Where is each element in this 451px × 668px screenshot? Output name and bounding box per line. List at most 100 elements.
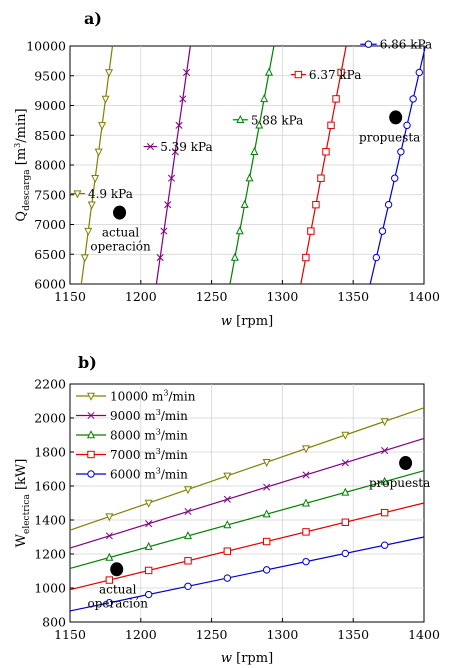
a-label-marker-4 (364, 40, 373, 48)
a-series-0-marker-7 (101, 95, 110, 104)
panel-a-y-ticks: 6000 6500 7000 7500 8000 8500 9000 9500 10000 (26, 39, 74, 292)
a-series-0-marker-1 (80, 254, 89, 263)
panel-a-x-ticks: 1150 1200 1250 1300 1350 1400 (54, 280, 440, 304)
b-series-line-0 (69, 407, 425, 531)
a-series-4-marker-2 (378, 227, 387, 235)
b-legend-text-4: 6000 m3/min (110, 467, 188, 482)
b-legend-text-3-sup: 3 (156, 447, 161, 456)
a-series-0-marker-6 (98, 122, 107, 131)
a-series-2-marker-6 (255, 120, 264, 129)
b-series-1-marker-2 (145, 520, 153, 528)
panel-a-y-unit-end: /min] (14, 108, 29, 142)
panel-a-y-sub: descarga (22, 169, 32, 211)
a-series-4-marker-1 (372, 253, 381, 262)
b-xtick-label-1250: 1250 (196, 627, 228, 642)
a-series-line-2 (229, 45, 275, 285)
b-series-4-marker-2 (144, 590, 153, 599)
b-series-4-marker-6 (302, 557, 310, 566)
b-ytick-label-1600: 1600 (34, 479, 66, 494)
b-point-label-1-line-0: propuesta (369, 476, 430, 490)
b-series-3-marker-6 (302, 528, 310, 536)
a-series-3-marker-6 (327, 121, 335, 130)
a-series-1-marker-8 (183, 68, 191, 76)
panel-a-series-labels: 4.9 kPa 5.39 kPa 5.88 kPa 6.37 kPa 6.86 kPa (70, 38, 432, 201)
panel-b-y-sub: electrica (22, 494, 32, 534)
b-legend-text-4-main: 6000 m (110, 468, 156, 482)
panel-a-operating-points: actual operación propuesta (90, 110, 420, 254)
b-legend-marker-3 (87, 450, 95, 459)
panel-a-y-unit-start: [m (14, 148, 29, 165)
b-legend-text-4-sup: 3 (156, 467, 161, 476)
b-series-3-marker-5 (262, 537, 271, 546)
a-series-line-4 (369, 45, 427, 285)
a-series-1-marker-3-stroke-2 (164, 201, 172, 209)
panel-b-operating-points: actual operación propuesta (88, 456, 430, 610)
b-series-1-marker-1 (105, 532, 113, 540)
a-series-line-3 (300, 45, 347, 285)
a-xtick-label-1300: 1300 (266, 289, 298, 304)
a-series-4-marker-6 (403, 121, 411, 130)
panel-b-y-ticks: 800 1000 1200 1400 1600 1800 2000 2200 (34, 377, 74, 630)
b-point-label-1: propuesta (369, 476, 430, 490)
b-ytick-label-1800: 1800 (34, 445, 66, 460)
b-series-line-2 (69, 470, 425, 570)
a-series-line-0 (80, 45, 114, 285)
panel-b-x-ticks: 1150 1200 1250 1300 1350 1400 (54, 618, 440, 642)
b-xtick-label-1150: 1150 (54, 627, 86, 642)
b-legend-text-0-main: 10000 m (110, 390, 164, 404)
b-legend-text-2-main: 8000 m (110, 429, 156, 443)
b-legend-marker-1 (87, 411, 95, 420)
a-xtick-label-1150: 1150 (54, 289, 86, 304)
panel-a-chart: a) 1150 1200 1250 1300 1350 1400 6000 6500 7000… (13, 9, 440, 329)
b-series-4-marker-4 (223, 574, 232, 582)
a-series-2-marker-1 (230, 252, 239, 261)
a-series-3-marker-4 (317, 174, 325, 182)
a-series-1-marker-3 (164, 201, 172, 209)
a-series-0-marker-4 (91, 175, 100, 184)
b-ytick-label-800: 800 (42, 615, 66, 630)
b-series-3-marker-4 (223, 547, 232, 555)
a-series-2-marker-4 (245, 173, 254, 182)
panel-b-y-axis-label: Welectrica [kW] (14, 459, 32, 548)
a-series-4-marker-5 (397, 148, 405, 156)
b-series-3-marker-3 (184, 557, 192, 565)
panel-b-x-unit: [rpm] (232, 651, 273, 666)
b-point-dot-1 (399, 456, 413, 471)
b-series-4-marker-7 (341, 549, 350, 558)
b-series-1-marker-8-stroke-2 (381, 447, 389, 455)
b-series-3-marker-2 (144, 566, 153, 575)
a-series-2-marker-8 (265, 67, 274, 76)
b-series-line-3 (69, 502, 425, 591)
b-point-dot-0 (110, 562, 124, 577)
b-series-2-marker-6 (301, 498, 311, 507)
a-series-1-marker-1-stroke-2 (156, 254, 164, 262)
panel-a-letter: a) (84, 9, 102, 28)
b-legend-marker-1-stroke-2 (87, 411, 95, 420)
b-series-line-4 (69, 536, 425, 612)
a-point-label-0-line-1: operación (90, 240, 151, 254)
b-series-0-marker-8 (380, 418, 389, 427)
b-legend-text-0-end: /min (168, 390, 195, 404)
a-series-4-marker-4 (391, 174, 399, 182)
a-xtick-label-1250: 1250 (196, 289, 228, 304)
b-legend-text-1-sup: 3 (156, 408, 161, 417)
a-point-label-1-line-0: propuesta (359, 130, 420, 144)
b-xtick-label-1350: 1350 (337, 627, 369, 642)
a-series-line-1 (155, 45, 191, 285)
b-xtick-label-1200: 1200 (125, 627, 157, 642)
a-point-label-1: propuesta (359, 130, 420, 144)
b-ytick-label-2000: 2000 (34, 411, 66, 426)
a-series-3-marker-7 (332, 95, 340, 103)
a-series-2-marker-2 (235, 226, 244, 235)
a-series-3-marker-1 (302, 253, 310, 262)
panel-a-series (80, 45, 427, 285)
b-series-2-marker-8 (380, 476, 389, 485)
panel-a-x-var: w (221, 314, 232, 329)
a-series-0-marker-8 (105, 69, 114, 78)
a-series-1-marker-4-stroke-2 (167, 174, 176, 182)
a-label-marker-3 (294, 70, 303, 79)
b-legend-text-3: 7000 m3/min (110, 447, 188, 462)
a-label-text-4: 6.86 kPa (380, 38, 433, 52)
